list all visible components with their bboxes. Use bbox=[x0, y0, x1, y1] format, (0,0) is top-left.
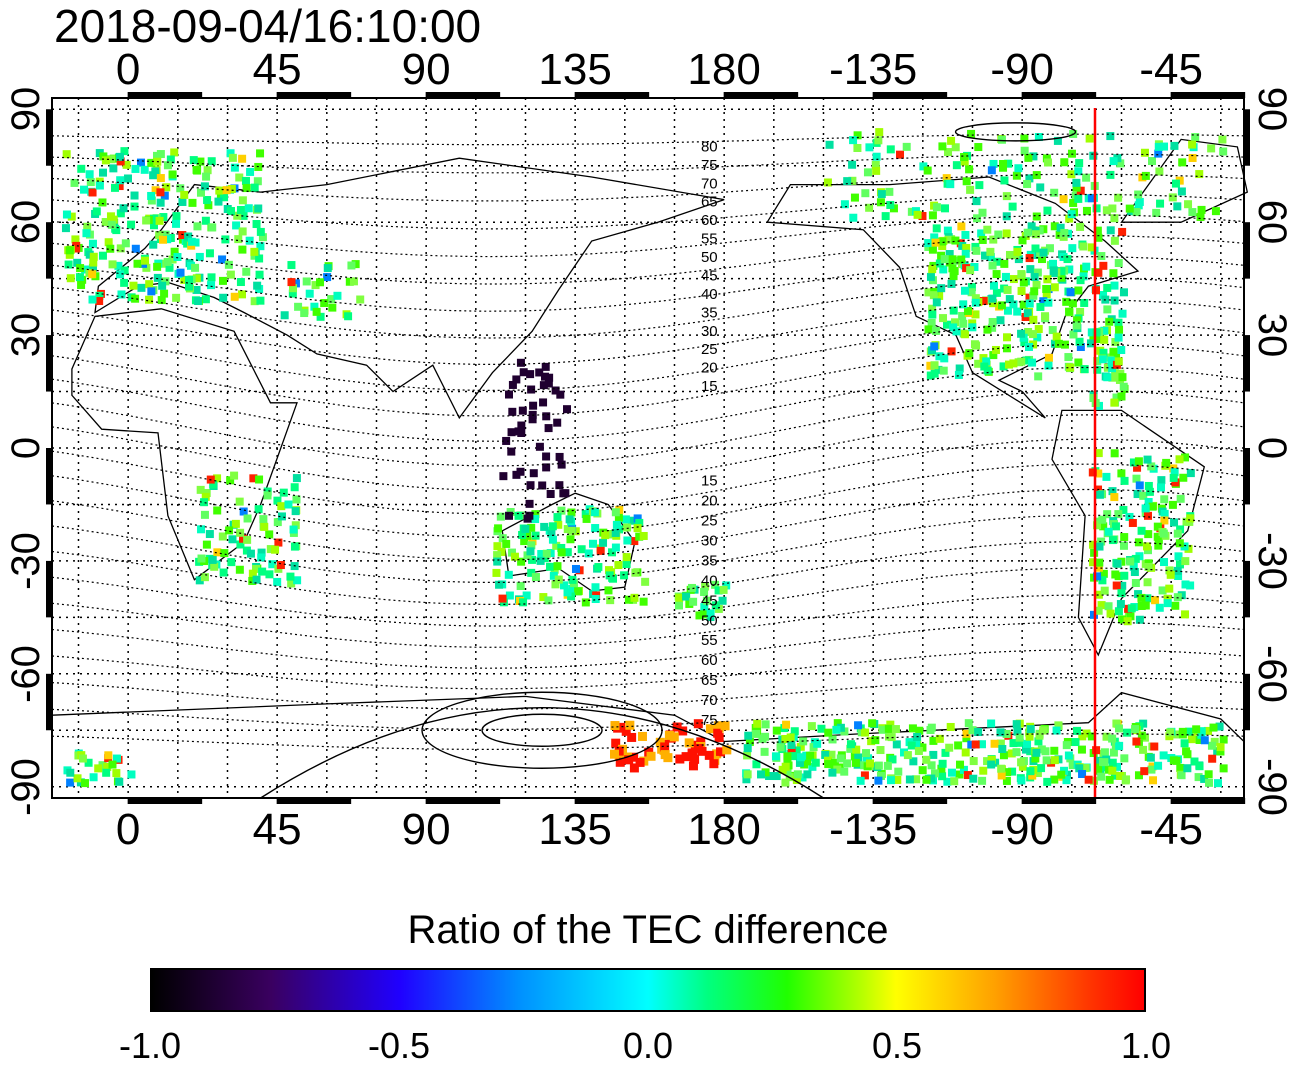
top-lon-tick-2: 90 bbox=[401, 45, 451, 94]
colorbar bbox=[150, 968, 1146, 1012]
contour-24 bbox=[51, 705, 1245, 730]
contour-label-north-55: 55 bbox=[701, 231, 718, 248]
coastline-0 bbox=[71, 308, 298, 581]
contour-lines bbox=[51, 133, 1245, 750]
contour-1 bbox=[51, 153, 1245, 174]
contour-19 bbox=[51, 567, 1245, 627]
contour-label-north-20: 20 bbox=[701, 360, 718, 377]
tec-data-cells bbox=[61, 128, 1228, 788]
contour-label-north-50: 50 bbox=[701, 249, 718, 266]
contour-label-north-35: 35 bbox=[701, 304, 718, 321]
contour-13 bbox=[51, 414, 1245, 491]
contour-20 bbox=[51, 594, 1245, 648]
north-ellipse bbox=[954, 122, 1077, 142]
contour-label-north-45: 45 bbox=[701, 267, 718, 284]
contour-label-south-30: 30 bbox=[701, 532, 718, 549]
contour-6 bbox=[51, 256, 1245, 312]
contour-23 bbox=[51, 677, 1245, 710]
contour-label-north-25: 25 bbox=[701, 341, 718, 358]
contour-8 bbox=[51, 299, 1245, 365]
contour-15 bbox=[51, 463, 1245, 538]
contour-9 bbox=[51, 321, 1245, 391]
contour-16 bbox=[51, 488, 1245, 561]
bottom-lon-tick-5: -135 bbox=[829, 805, 918, 854]
contour-label-south-35: 35 bbox=[701, 552, 718, 569]
bottom-lon-tick-4: 180 bbox=[687, 805, 761, 854]
contour-label-south-40: 40 bbox=[701, 572, 718, 589]
contour-22 bbox=[51, 649, 1245, 690]
contour-label-south-45: 45 bbox=[701, 592, 718, 609]
coastline-5 bbox=[1120, 138, 1249, 223]
contour-label-north-65: 65 bbox=[701, 194, 718, 211]
coastline-1 bbox=[94, 157, 725, 420]
contour-12 bbox=[51, 390, 1245, 467]
contour-label-south-25: 25 bbox=[701, 513, 718, 530]
contour-label-south-15: 15 bbox=[701, 473, 718, 490]
contour-label-north-60: 60 bbox=[701, 212, 718, 229]
colorbar-tick-0: -1.0 bbox=[118, 1025, 182, 1066]
contour-3 bbox=[51, 193, 1245, 230]
contour-18 bbox=[51, 540, 1245, 605]
contour-0 bbox=[51, 133, 1245, 146]
polar-contours bbox=[260, 122, 1077, 799]
contour-label-south-50: 50 bbox=[701, 612, 718, 629]
south-ellipse-middle bbox=[421, 691, 663, 769]
contour-label-south-70: 70 bbox=[701, 692, 718, 709]
contour-4 bbox=[51, 214, 1245, 258]
bottom-lon-tick-1: 45 bbox=[252, 805, 302, 854]
tec-map: 8075706560555045403530252015152025303540… bbox=[46, 92, 1250, 804]
contour-label-north-30: 30 bbox=[701, 323, 718, 340]
contour-label-south-60: 60 bbox=[701, 652, 718, 669]
contour-labels: 8075706560555045403530252015152025303540… bbox=[701, 138, 718, 729]
top-lon-tick-0: 0 bbox=[115, 45, 141, 94]
contour-25 bbox=[51, 733, 1245, 750]
top-lon-tick-4: 180 bbox=[687, 45, 761, 94]
contour-label-south-20: 20 bbox=[701, 493, 718, 510]
contour-10 bbox=[51, 343, 1245, 417]
coastline-4 bbox=[1051, 409, 1206, 657]
contour-label-north-70: 70 bbox=[701, 175, 718, 192]
contour-label-north-40: 40 bbox=[701, 286, 718, 303]
contour-11 bbox=[51, 366, 1245, 442]
colorbar-tick-1: -0.5 bbox=[367, 1025, 431, 1066]
contour-17 bbox=[51, 514, 1245, 583]
bottom-lon-tick-0: 0 bbox=[115, 805, 141, 854]
contour-5 bbox=[51, 234, 1245, 285]
south-arc bbox=[260, 706, 824, 799]
top-lon-tick-1: 45 bbox=[252, 45, 302, 94]
contour-label-south-65: 65 bbox=[701, 672, 718, 689]
top-lon-tick-3: 135 bbox=[538, 45, 612, 94]
top-lon-tick-7: -45 bbox=[1139, 45, 1203, 94]
graticule bbox=[52, 98, 1244, 798]
colorbar-title: Ratio of the TEC difference bbox=[407, 908, 889, 952]
colorbar-tick-2: 0.0 bbox=[622, 1025, 674, 1066]
contour-label-north-80: 80 bbox=[701, 138, 718, 155]
bottom-lon-tick-2: 90 bbox=[401, 805, 451, 854]
contour-2 bbox=[51, 173, 1245, 202]
bottom-lon-tick-7: -45 bbox=[1139, 805, 1203, 854]
contour-14 bbox=[51, 438, 1245, 515]
south-ellipse-inner bbox=[481, 713, 603, 747]
bottom-lon-tick-6: -90 bbox=[990, 805, 1054, 854]
contour-label-north-15: 15 bbox=[701, 378, 718, 395]
top-lon-tick-6: -90 bbox=[990, 45, 1054, 94]
top-lon-tick-5: -135 bbox=[829, 45, 918, 94]
contour-7 bbox=[51, 277, 1245, 339]
contour-label-south-75: 75 bbox=[701, 712, 718, 729]
frame-tick-bars bbox=[46, 92, 1250, 804]
bottom-lon-tick-3: 135 bbox=[538, 805, 612, 854]
colorbar-tick-3: 0.5 bbox=[871, 1025, 923, 1066]
colorbar-tick-4: 1.0 bbox=[1120, 1025, 1172, 1066]
contour-label-north-75: 75 bbox=[701, 157, 718, 174]
map-title: 2018-09-04/16:10:00 bbox=[54, 0, 482, 52]
contour-label-south-55: 55 bbox=[701, 632, 718, 649]
